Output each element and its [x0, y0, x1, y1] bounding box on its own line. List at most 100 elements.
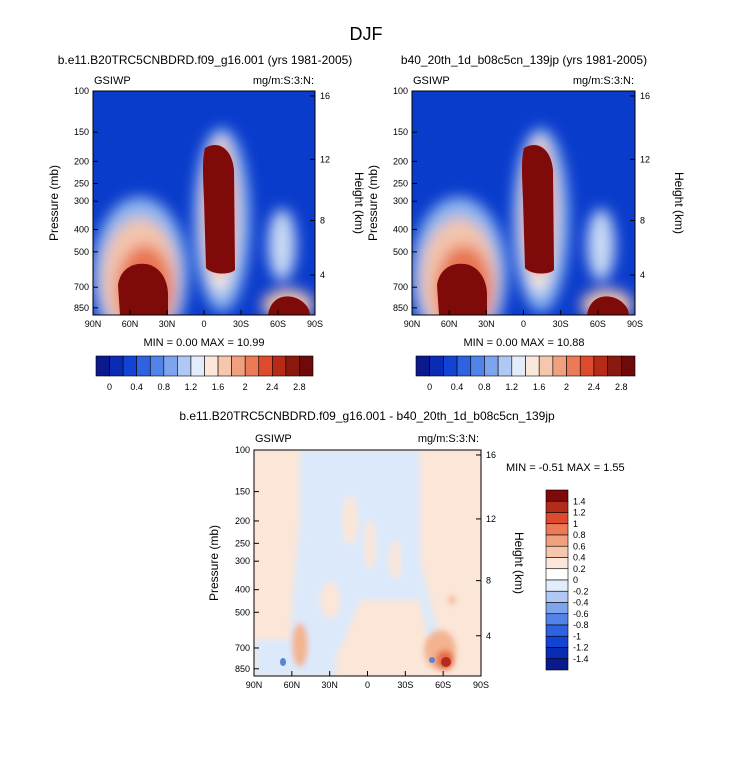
panel-a-field [93, 91, 315, 315]
y-tick-label: 700 [235, 643, 250, 653]
y-tick-label: 400 [235, 585, 250, 595]
panel-b-min-max: MIN = 0.00 MAX = 10.88 [463, 337, 584, 349]
y-tick-label: 300 [393, 196, 408, 206]
colorbar-swatch [415, 355, 430, 377]
colorbar-swatch [511, 355, 526, 377]
colorbar-swatch [566, 355, 581, 377]
panel-b-y2-axis-label: Height (km) [672, 172, 686, 234]
y-tick-label: 500 [235, 607, 250, 617]
colorbar-label: 1.6 [533, 382, 546, 392]
colorbar-label: -1 [573, 631, 581, 641]
panel-c-colorbar: 1.4 1.210.80.6 0.40.20-0.2 -0.4-0.6-0.8-1 -1… [545, 489, 589, 671]
x-tick-label: 90N [404, 319, 421, 329]
colorbar-swatch [285, 355, 300, 377]
colorbar-swatch [545, 557, 569, 570]
colorbar-label: 1.2 [573, 508, 586, 518]
x-tick-label: 90S [307, 319, 323, 329]
colorbar-swatch [545, 658, 569, 671]
y-tick-label: 200 [74, 156, 89, 166]
y2-tick-label: 16 [486, 450, 496, 460]
x-tick-label: 0 [521, 319, 526, 329]
colorbar-swatch [545, 545, 569, 558]
colorbar-swatch [538, 355, 554, 377]
panel-c-units-label: mg/m:S:3:N: [418, 433, 479, 445]
colorbar-label: 1 [573, 519, 578, 529]
y2-tick-label: 12 [640, 154, 650, 164]
colorbar-swatch [95, 355, 110, 377]
colorbar-swatch [525, 355, 540, 377]
panel-c-y-axis-label: Pressure (mb) [207, 525, 221, 601]
colorbar-swatch [258, 355, 273, 377]
x-tick-label: 90S [473, 680, 489, 690]
y2-tick-label: 4 [486, 631, 491, 641]
colorbar-swatch [545, 635, 569, 648]
colorbar-label: 1.2 [506, 382, 519, 392]
panel-a-title: b.e11.B20TRC5CNBDRD.f09_g16.001 (yrs 198… [58, 53, 353, 67]
panel-c-y2-axis-label: Height (km) [512, 532, 526, 594]
colorbar-swatch [204, 355, 219, 377]
x-tick-label: 90N [246, 680, 263, 690]
x-tick-label: 60N [122, 319, 139, 329]
colorbar-swatch [593, 355, 608, 377]
colorbar-label: 0.8 [158, 382, 171, 392]
y-tick-label: 200 [393, 156, 408, 166]
colorbar-swatch [299, 355, 314, 377]
colorbar-label: 0.4 [573, 553, 586, 563]
panel-a-units-label: mg/m:S:3:N: [253, 75, 314, 87]
y-tick-label: 200 [235, 516, 250, 526]
colorbar-swatch [545, 602, 569, 615]
x-tick-label: 60S [270, 319, 286, 329]
panel-b-units-label: mg/m:S:3:N: [573, 75, 634, 87]
colorbar-swatch [217, 355, 232, 377]
panel-b-colorbar: 0 0.4 0.8 1.2 1.6 2 2.4 2.8 [415, 355, 636, 392]
y-tick-label: 250 [235, 538, 250, 548]
x-tick-label: 90N [85, 319, 102, 329]
colorbar-swatch [545, 568, 569, 581]
colorbar-label: -0.4 [573, 598, 589, 608]
panel-c: b.e11.B20TRC5CNBDRD.f09_g16.001 - b40_20… [179, 409, 624, 690]
panel-a-min-max: MIN = 0.00 MAX = 10.99 [143, 337, 264, 349]
x-tick-label: 60N [441, 319, 458, 329]
colorbar-swatch [545, 534, 569, 547]
colorbar-label: 2.4 [266, 382, 279, 392]
x-tick-label: 30N [478, 319, 495, 329]
y2-tick-label: 4 [320, 270, 325, 280]
colorbar-swatch [552, 355, 567, 377]
x-tick-label: 0 [365, 680, 370, 690]
y-tick-label: 400 [393, 224, 408, 234]
panel-b-y-axis-label: Pressure (mb) [366, 165, 380, 241]
colorbar-swatch [545, 613, 569, 626]
colorbar-swatch [109, 355, 124, 377]
colorbar-label: -1.2 [573, 643, 589, 653]
colorbar-swatch [244, 355, 260, 377]
colorbar-swatch [272, 355, 287, 377]
y2-tick-label: 16 [640, 91, 650, 101]
colorbar-label: 0.4 [451, 382, 464, 392]
y-tick-label: 850 [74, 303, 89, 313]
colorbar-swatch [470, 355, 485, 377]
y-tick-label: 150 [74, 127, 89, 137]
colorbar-label: 2.4 [588, 382, 601, 392]
panel-a-y-axis-label: Pressure (mb) [47, 165, 61, 241]
colorbar-label: 2 [243, 382, 248, 392]
colorbar-swatch [545, 489, 569, 502]
colorbar-label: 1.4 [573, 496, 586, 506]
panel-b: b40_20th_1d_b08c5cn_139jp (yrs 1981-2005… [366, 53, 686, 392]
colorbar-swatch [497, 355, 513, 377]
y2-tick-label: 8 [640, 215, 645, 225]
panel-b-variable-label: GSIWP [413, 75, 450, 87]
colorbar-label: 0.8 [478, 382, 491, 392]
colorbar-swatch [607, 355, 622, 377]
x-tick-label: 30S [397, 680, 413, 690]
colorbar-label: -0.8 [573, 620, 589, 630]
colorbar-swatch [149, 355, 165, 377]
y-tick-label: 150 [235, 487, 250, 497]
y2-tick-label: 8 [320, 215, 325, 225]
y-tick-label: 500 [393, 247, 408, 257]
x-tick-label: 60S [590, 319, 606, 329]
colorbar-swatch [545, 579, 569, 592]
colorbar-label: 0.8 [573, 530, 586, 540]
panel-b-title: b40_20th_1d_b08c5cn_139jp (yrs 1981-2005… [401, 53, 647, 67]
y-tick-label: 100 [393, 86, 408, 96]
y2-tick-label: 16 [320, 91, 330, 101]
